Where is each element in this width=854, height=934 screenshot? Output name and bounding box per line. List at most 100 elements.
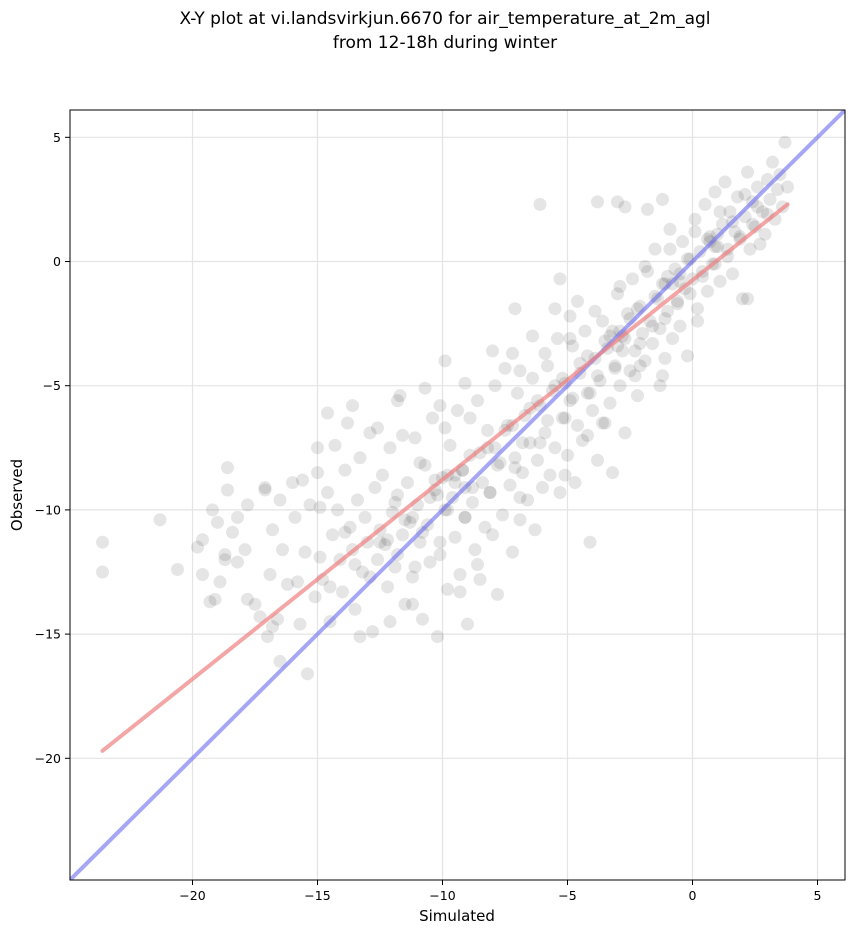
- scatter-point-178: [668, 262, 682, 276]
- scatter-point-27: [281, 577, 294, 591]
- scatter-point-21: [261, 630, 274, 644]
- scatter-point-265: [218, 553, 232, 567]
- x-axis-label: Simulated: [419, 907, 495, 925]
- scatter-point-314: [431, 488, 444, 502]
- y-axis-label: Observed: [8, 459, 26, 531]
- scatter-point-130: [548, 441, 562, 455]
- scatter-point-234: [458, 376, 472, 390]
- scatter-point-7: [203, 595, 217, 609]
- y-tick-label-5: 5: [53, 130, 61, 145]
- scatter-point-179: [671, 294, 684, 308]
- scatter-point-349: [408, 560, 422, 574]
- scatter-point-121: [526, 371, 539, 385]
- regression-line: [100, 202, 790, 753]
- scatter-point-341: [608, 361, 622, 375]
- scatter-point-286: [688, 225, 702, 239]
- scatter-point-30: [291, 575, 304, 589]
- scatter-point-76: [413, 535, 427, 549]
- scatter-point-8: [208, 592, 222, 606]
- y-tick-label-3: −5: [43, 378, 61, 393]
- scatter-point-113: [506, 545, 519, 559]
- scatter-point-244: [486, 344, 499, 358]
- scatter-point-267: [231, 510, 244, 524]
- scatter-point-109: [496, 508, 509, 522]
- scatter-point-198: [718, 175, 732, 189]
- scatter-point-324: [516, 436, 529, 450]
- scatter-point-247: [563, 309, 577, 323]
- scatter-point-45: [336, 585, 349, 599]
- scatter-point-29: [288, 510, 302, 524]
- scatter-point-344: [533, 436, 547, 450]
- scatter-point-161: [626, 272, 639, 286]
- scatter-point-203: [731, 190, 744, 204]
- scatter-point-194: [708, 185, 722, 199]
- chart-title-line-2: from 12-18h during winter: [333, 33, 557, 53]
- scatter-point-269: [273, 493, 287, 507]
- scatter-point-241: [311, 441, 324, 455]
- scatter-point-207: [741, 165, 754, 179]
- scatter-point-346: [483, 486, 497, 500]
- scatter-point-279: [513, 364, 527, 378]
- scatter-point-80: [423, 555, 437, 569]
- scatter-point-108: [493, 456, 507, 470]
- scatter-point-59: [371, 553, 384, 567]
- scatter-point-126: [538, 426, 552, 440]
- scatter-point-213: [756, 205, 769, 219]
- scatter-point-50: [348, 602, 362, 616]
- scatter-point-83: [431, 630, 444, 644]
- scatter-point-87: [441, 582, 454, 596]
- scatter-point-255: [581, 428, 594, 442]
- x-tick-label-4: 0: [689, 888, 697, 903]
- scatter-point-52: [353, 451, 367, 465]
- scatter-point-78: [418, 458, 432, 472]
- scatter-point-278: [488, 379, 502, 393]
- scatter-point-73: [406, 570, 419, 584]
- scatter-point-233: [508, 302, 522, 316]
- scatter-point-202: [728, 225, 742, 239]
- scatter-point-104: [483, 486, 497, 500]
- scatter-point-26: [276, 543, 289, 557]
- scatter-point-137: [566, 339, 579, 353]
- scatter-point-282: [588, 304, 602, 318]
- scatter-point-248: [628, 369, 642, 383]
- scatter-point-105: [486, 528, 499, 542]
- scatter-point-274: [388, 495, 402, 509]
- scatter-point-128: [543, 468, 557, 482]
- scatter-point-343: [558, 411, 572, 425]
- scatter-point-253: [633, 359, 647, 373]
- scatter-point-281: [563, 332, 577, 346]
- y-tick-label-1: −15: [35, 627, 61, 642]
- scatter-point-268: [258, 481, 272, 495]
- scatter-point-138: [568, 476, 582, 490]
- scatter-point-5: [196, 533, 209, 547]
- scatter-point-37: [313, 550, 327, 564]
- scatter-point-153: [606, 466, 619, 480]
- y-axis-ticks: −20 −15 −10 −5 0 5: [35, 130, 70, 766]
- scatter-point-186: [688, 212, 702, 226]
- scatter-point-338: [683, 287, 697, 301]
- scatter-point-285: [663, 242, 677, 256]
- x-tick-label-3: −5: [558, 888, 576, 903]
- scatter-point-322: [566, 391, 579, 405]
- scatter-point-155: [611, 287, 624, 301]
- scatter-point-127: [541, 359, 554, 373]
- scatter-point-67: [391, 488, 404, 502]
- scatter-point-149: [596, 314, 609, 328]
- scatter-point-116: [513, 513, 527, 527]
- scatter-point-252: [653, 379, 667, 393]
- scatter-point-88: [443, 438, 457, 452]
- scatter-point-321: [591, 369, 604, 383]
- scatter-point-33: [301, 667, 314, 681]
- scatter-point-166: [638, 354, 652, 368]
- x-tick-label-2: −10: [429, 888, 455, 903]
- scatter-point-42: [328, 438, 342, 452]
- scatter-point-102: [478, 520, 492, 534]
- scatter-point-57: [366, 625, 379, 639]
- scatter-point-325: [491, 458, 504, 472]
- scatter-point-133: [556, 411, 569, 425]
- scatter-point-1: [96, 565, 109, 579]
- scatter-point-276: [438, 421, 452, 435]
- scatter-point-339: [658, 312, 672, 326]
- scatter-point-300: [398, 513, 412, 527]
- scatter-point-225: [548, 302, 562, 316]
